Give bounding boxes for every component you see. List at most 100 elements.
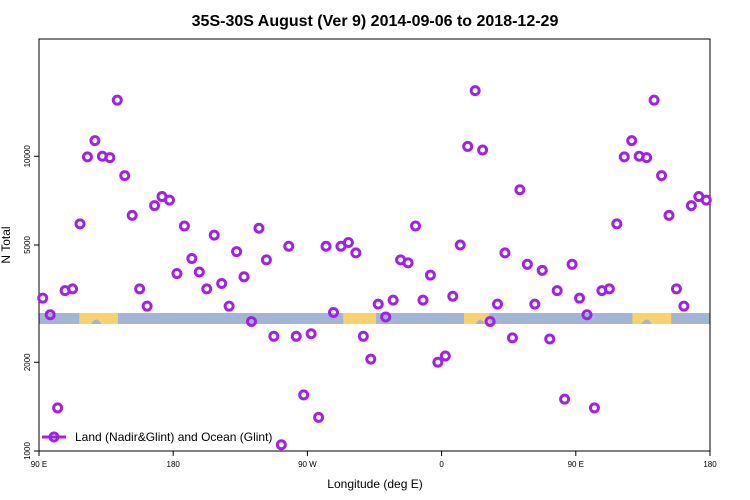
data-point: [260, 254, 272, 266]
data-point: [551, 285, 563, 297]
land-segment: [463, 313, 490, 324]
data-point: [581, 309, 593, 321]
data-point: [536, 264, 548, 276]
data-point: [663, 209, 675, 221]
data-point: [469, 85, 481, 97]
data-point: [506, 332, 518, 344]
x-tick-label: 90 E: [568, 460, 584, 469]
data-point: [208, 229, 220, 241]
data-point: [163, 194, 175, 206]
x-axis: 90 E 180 90 W 0 90 E 180: [31, 451, 717, 469]
data-point: [529, 298, 541, 310]
data-point: [462, 140, 474, 152]
data-point: [477, 144, 489, 156]
data-point: [126, 209, 138, 221]
data-point: [67, 283, 79, 295]
x-tick-label: 90 E: [31, 460, 47, 469]
data-point: [89, 135, 101, 147]
y-tick-label: 10000: [23, 145, 32, 168]
data-point: [484, 316, 496, 328]
x-axis-title: Longitude (deg E): [327, 477, 422, 491]
data-point: [410, 220, 422, 232]
data-point: [447, 290, 459, 302]
legend-label: Land (Nadir&Glint) and Ocean (Glint): [75, 430, 272, 444]
data-point: [201, 283, 213, 295]
data-point: [611, 218, 623, 230]
data-point: [238, 271, 250, 283]
data-point: [670, 283, 682, 295]
data-point: [298, 389, 310, 401]
data-point: [193, 266, 205, 278]
data-point: [74, 218, 86, 230]
data-point: [231, 246, 243, 258]
plot-frame: [38, 38, 711, 452]
data-point: [380, 311, 392, 323]
y-tick-label: 1000: [23, 442, 32, 460]
data-point: [171, 268, 183, 280]
chart-title: 35S-30S August (Ver 9) 2014-09-06 to 201…: [192, 13, 559, 30]
data-point: [402, 257, 414, 269]
land-segment: [343, 313, 376, 324]
data-point: [454, 239, 466, 251]
data-point: [186, 252, 198, 264]
data-point: [439, 350, 451, 362]
y-axis: 1000 2000 5000 10000: [23, 145, 39, 460]
data-point: [290, 330, 302, 342]
data-point: [305, 328, 317, 340]
x-tick-label: 180: [167, 460, 181, 469]
data-point: [588, 402, 600, 414]
series-points: [37, 85, 712, 451]
island-shape: [91, 319, 102, 324]
data-point: [178, 220, 190, 232]
data-point: [141, 300, 153, 312]
data-point: [320, 240, 332, 252]
land-ocean-strip: [39, 313, 710, 324]
island-shape: [641, 319, 652, 324]
data-point: [603, 283, 615, 295]
data-point: [574, 292, 586, 304]
data-point: [417, 294, 429, 306]
data-point: [641, 152, 653, 164]
data-point: [104, 152, 116, 164]
y-tick-label: 2000: [23, 353, 32, 371]
data-point: [37, 292, 49, 304]
data-point: [327, 307, 339, 319]
island-shape: [475, 319, 485, 324]
y-axis-title: N Total: [0, 226, 13, 263]
data-point: [566, 258, 578, 270]
y-tick-label: 5000: [23, 236, 32, 254]
data-point: [44, 309, 56, 321]
data-point: [626, 135, 638, 147]
x-tick-label: 180: [703, 460, 717, 469]
data-point: [245, 316, 257, 328]
x-tick-label: 90 W: [298, 460, 317, 469]
data-point: [432, 356, 444, 368]
data-point: [268, 330, 280, 342]
legend: Land (Nadir&Glint) and Ocean (Glint): [42, 430, 272, 444]
legend-marker: [48, 431, 60, 443]
data-point: [253, 222, 265, 234]
data-point: [685, 200, 697, 212]
data-point: [424, 269, 436, 281]
land-segment: [79, 313, 119, 324]
data-point: [514, 184, 526, 196]
data-point: [365, 353, 377, 365]
x-tick-label: 0: [439, 460, 444, 469]
data-point: [342, 236, 354, 248]
data-point: [52, 402, 64, 414]
data-point: [111, 94, 123, 106]
data-point: [700, 194, 712, 206]
data-point: [350, 247, 362, 259]
data-point: [134, 283, 146, 295]
data-point: [119, 170, 131, 182]
data-point: [544, 333, 556, 345]
land-segment: [632, 313, 672, 324]
data-point: [313, 411, 325, 423]
data-point: [559, 393, 571, 405]
data-point: [283, 240, 295, 252]
data-point: [618, 151, 630, 163]
data-point: [521, 258, 533, 270]
data-point: [656, 170, 668, 182]
data-point: [372, 298, 384, 310]
